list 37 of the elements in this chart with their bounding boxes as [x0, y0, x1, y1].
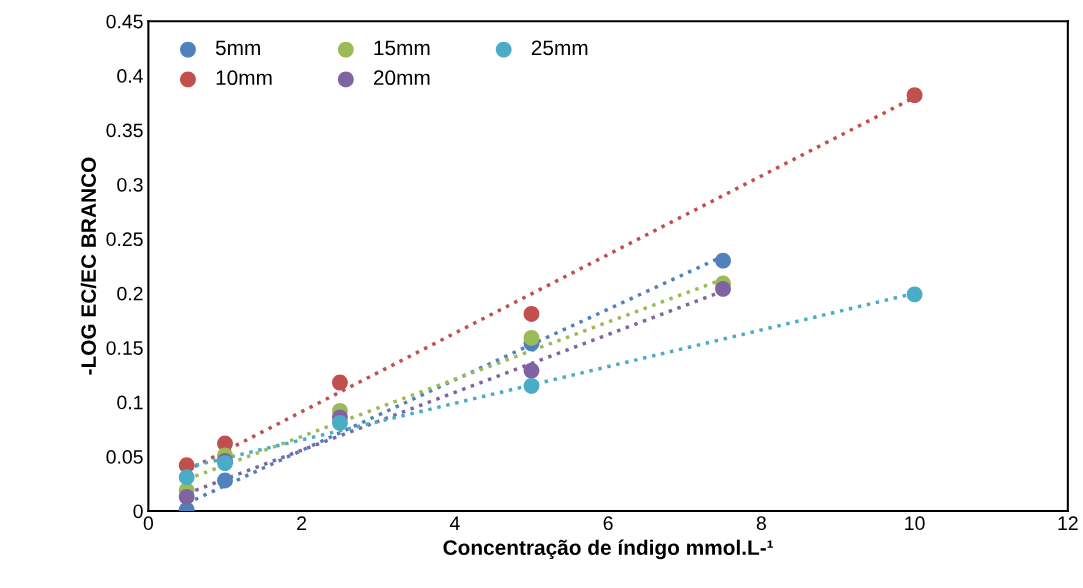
y-tick-label: 0.2	[117, 286, 143, 301]
x-tick-label: 0	[143, 516, 154, 531]
x-tick-label: 2	[297, 516, 307, 530]
y-axis-title: -LOG EC/EC BRANCO	[80, 157, 97, 375]
point	[523, 362, 540, 379]
point	[332, 414, 348, 431]
point	[715, 252, 731, 269]
x-tick-label: 10	[905, 516, 925, 531]
point	[906, 87, 923, 104]
point	[906, 286, 923, 303]
x-tick-label: 4	[449, 516, 460, 530]
y-tick-label: 0.3	[117, 177, 143, 192]
point	[178, 469, 195, 486]
legend-label: 20mm	[373, 70, 430, 86]
point	[217, 472, 233, 489]
point	[332, 374, 348, 391]
point	[178, 488, 195, 505]
x-tick-label: 12	[1058, 516, 1078, 530]
legend-label: 5mm	[215, 40, 260, 56]
x-axis-title: Concentração de índigo mmol.L-¹	[443, 539, 773, 560]
point	[523, 329, 540, 346]
point	[523, 306, 540, 322]
y-tick-label: 0.45	[106, 14, 143, 29]
y-tick-label: 0	[133, 504, 143, 519]
y-tick-label: 0.4	[117, 69, 143, 83]
y-tick-label: 0.35	[106, 123, 143, 138]
legend-label: 10mm	[216, 70, 272, 86]
x-tick-label: 6	[603, 516, 613, 531]
y-tick-label: 0.1	[117, 395, 143, 410]
y-tick-label: 0.25	[106, 232, 143, 247]
point	[715, 281, 731, 297]
legend-label: 25mm	[531, 40, 588, 56]
x-tick-label: 8	[756, 516, 766, 531]
y-tick-label: 0.15	[106, 341, 143, 355]
y-tick-label: 0.05	[106, 450, 143, 464]
legend-label: 15mm	[374, 40, 430, 56]
point	[523, 377, 540, 394]
